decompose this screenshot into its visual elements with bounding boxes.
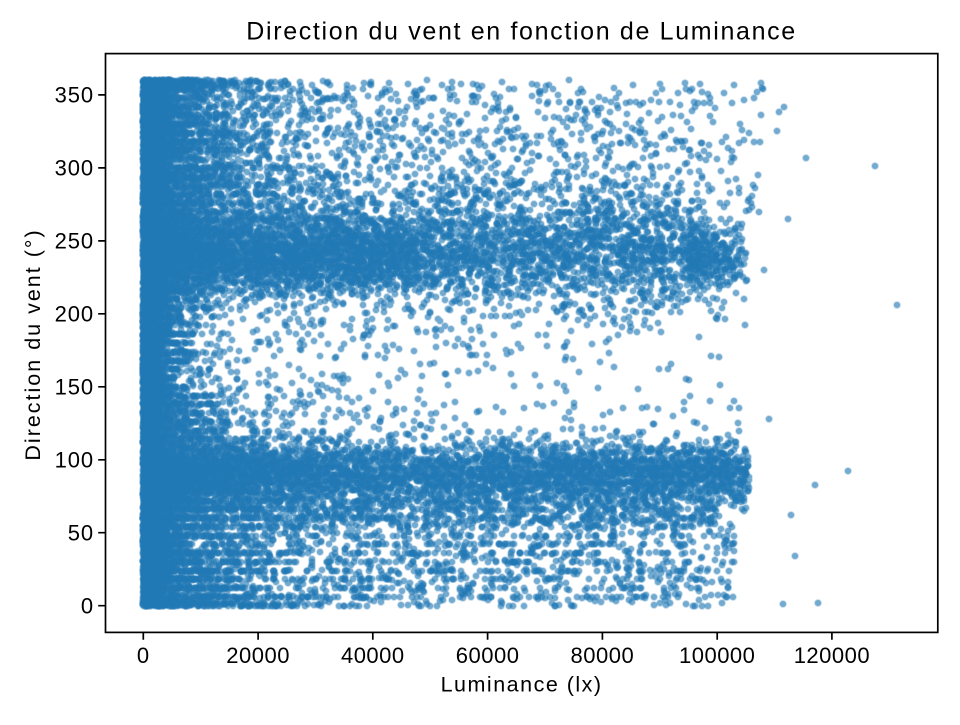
svg-text:80000: 80000 (571, 643, 635, 668)
svg-text:120000: 120000 (794, 643, 870, 668)
svg-text:0: 0 (81, 593, 94, 618)
svg-text:350: 350 (55, 83, 94, 108)
svg-text:50: 50 (68, 520, 94, 545)
svg-text:0: 0 (137, 643, 150, 668)
svg-text:20000: 20000 (226, 643, 290, 668)
svg-text:100000: 100000 (679, 643, 755, 668)
svg-text:Direction du vent en fonction: Direction du vent en fonction de Luminan… (246, 18, 797, 46)
svg-text:Luminance (lx): Luminance (lx) (441, 673, 603, 697)
svg-text:100: 100 (55, 447, 94, 472)
svg-text:150: 150 (55, 374, 94, 399)
svg-text:250: 250 (55, 229, 94, 254)
svg-text:Direction du vent (°): Direction du vent (°) (21, 228, 45, 460)
svg-text:300: 300 (55, 156, 94, 181)
svg-text:40000: 40000 (341, 643, 405, 668)
svg-text:200: 200 (55, 301, 94, 326)
svg-text:60000: 60000 (456, 643, 520, 668)
